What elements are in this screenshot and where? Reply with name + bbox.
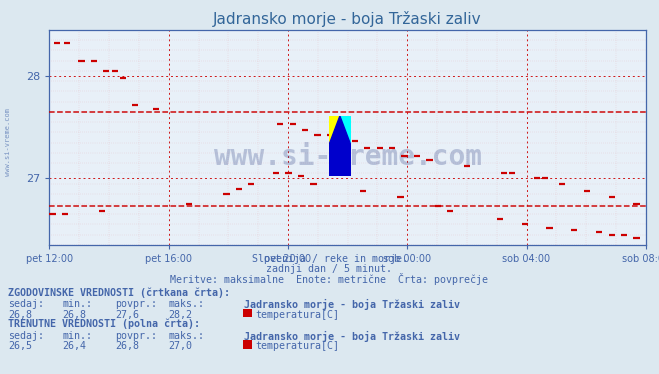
Text: povpr.:: povpr.: (115, 331, 158, 341)
Text: sedaj:: sedaj: (8, 299, 44, 309)
Text: 26,4: 26,4 (63, 341, 86, 351)
Title: Jadransko morje - boja Tržaski zaliv: Jadransko morje - boja Tržaski zaliv (214, 11, 482, 27)
Text: Jadransko morje - boja Tržaski zaliv: Jadransko morje - boja Tržaski zaliv (244, 331, 460, 341)
Text: maks.:: maks.: (168, 299, 204, 309)
Text: sedaj:: sedaj: (8, 331, 44, 341)
Text: min.:: min.: (63, 331, 93, 341)
Text: 27,6: 27,6 (115, 310, 139, 320)
Text: min.:: min.: (63, 299, 93, 309)
Text: Slovenija / reke in morje.: Slovenija / reke in morje. (252, 254, 407, 264)
Text: temperatura[C]: temperatura[C] (256, 341, 339, 351)
Text: Meritve: maksimalne  Enote: metrične  Črta: povprečje: Meritve: maksimalne Enote: metrične Črta… (171, 273, 488, 285)
Text: ZGODOVINSKE VREDNOSTI (črtkana črta):: ZGODOVINSKE VREDNOSTI (črtkana črta): (8, 287, 230, 298)
Text: 26,8: 26,8 (115, 341, 139, 351)
Text: maks.:: maks.: (168, 331, 204, 341)
Text: povpr.:: povpr.: (115, 299, 158, 309)
Text: Jadransko morje - boja Tržaski zaliv: Jadransko morje - boja Tržaski zaliv (244, 299, 460, 310)
Text: 27,0: 27,0 (168, 341, 192, 351)
Text: www.si-vreme.com: www.si-vreme.com (5, 108, 11, 176)
Text: 26,8: 26,8 (63, 310, 86, 320)
Text: zadnji dan / 5 minut.: zadnji dan / 5 minut. (266, 264, 393, 274)
Text: 26,8: 26,8 (8, 310, 32, 320)
Text: TRENUTNE VREDNOSTI (polna črta):: TRENUTNE VREDNOSTI (polna črta): (8, 319, 200, 329)
Text: 28,2: 28,2 (168, 310, 192, 320)
Text: 26,5: 26,5 (8, 341, 32, 351)
Text: temperatura[C]: temperatura[C] (256, 310, 339, 320)
Text: www.si-vreme.com: www.si-vreme.com (214, 143, 482, 171)
